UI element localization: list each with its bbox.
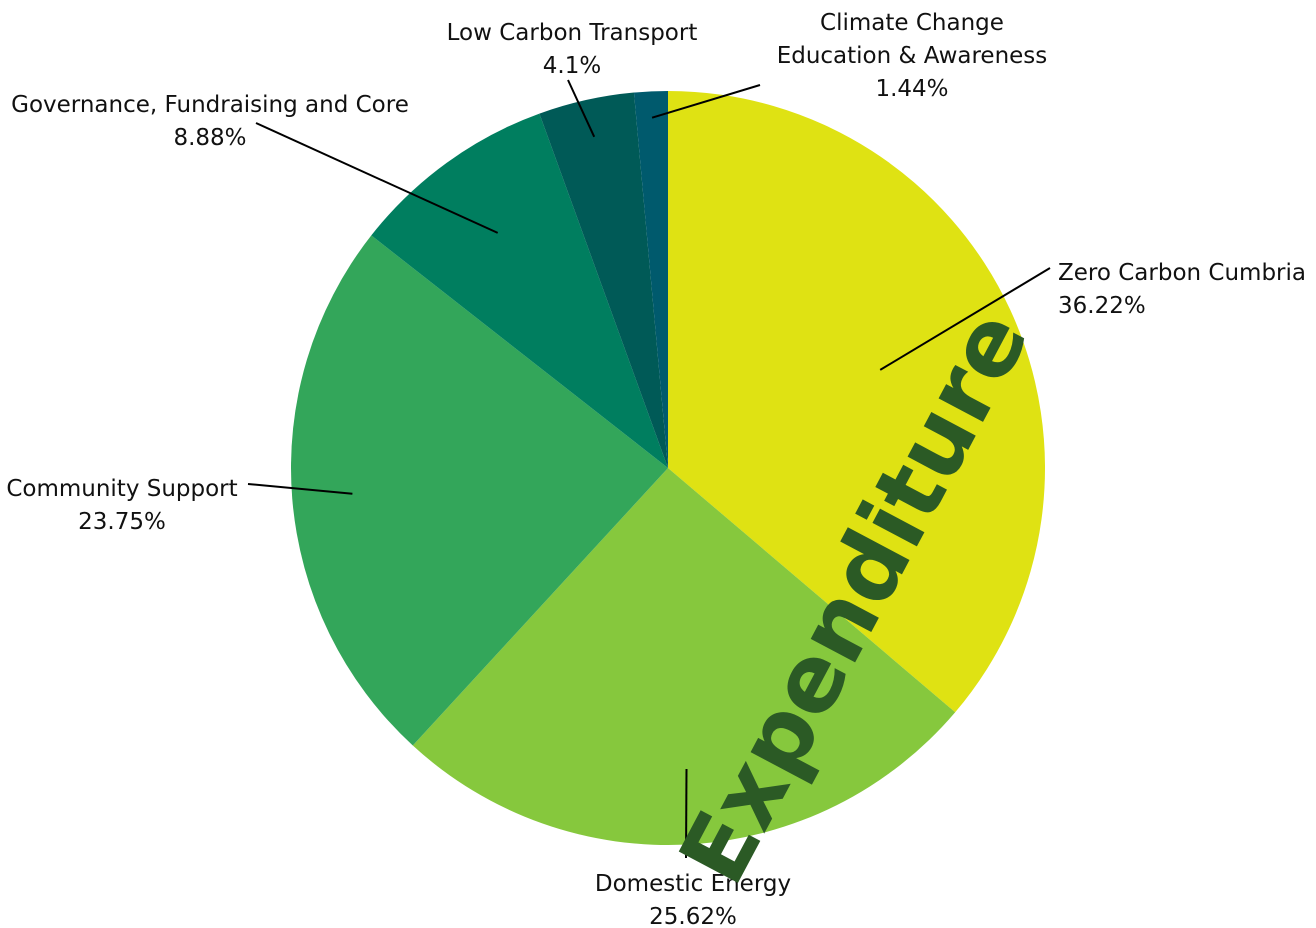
leader-line xyxy=(567,79,596,138)
slice-name-label: Zero Carbon Cumbria xyxy=(1058,260,1306,286)
slice-name-label: Community Support xyxy=(6,476,237,502)
slice-label: Climate Change Education & Awareness 1.44% xyxy=(777,10,1048,102)
slice-labels: Zero Carbon Cumbria 36.22% Domestic Energy… xyxy=(6,10,1306,928)
slice-name-label: Education & Awareness xyxy=(777,43,1048,69)
slice-label: Zero Carbon Cumbria 36.22% xyxy=(1058,260,1306,319)
leader-line xyxy=(255,122,499,234)
leader-lines xyxy=(247,79,1051,859)
slice-name-label: Governance, Fundraising and Core xyxy=(11,92,409,118)
slice-value-label: 23.75% xyxy=(78,509,166,535)
pie-slice xyxy=(539,92,668,468)
slice-value-label: 25.62% xyxy=(649,904,737,928)
slice-value-label: 1.44% xyxy=(875,76,948,102)
leader-line xyxy=(685,768,688,859)
slice-value-label: 36.22% xyxy=(1058,293,1146,319)
slice-value-label: 4.1% xyxy=(543,53,601,79)
pie-slice xyxy=(371,113,668,469)
leader-line xyxy=(247,483,353,495)
slice-name-label: Low Carbon Transport xyxy=(447,20,698,46)
slice-label: Community Support 23.75% xyxy=(6,476,237,535)
slice-label: Governance, Fundraising and Core 8.88% xyxy=(11,92,409,151)
slice-name-label: Climate Change xyxy=(820,10,1004,36)
slice-name-label: Domestic Energy xyxy=(595,871,791,897)
slice-value-label: 8.88% xyxy=(173,125,246,151)
slice-label: Domestic Energy 25.62% xyxy=(595,871,791,928)
pie-slice xyxy=(291,235,668,746)
pie-slice xyxy=(668,91,1046,713)
leader-line xyxy=(879,267,1051,371)
leader-line xyxy=(651,84,761,119)
pie-slice xyxy=(412,468,956,846)
pie-slices xyxy=(291,91,1046,846)
slice-label: Low Carbon Transport 4.1% xyxy=(447,20,698,79)
pie-slice xyxy=(633,91,668,468)
